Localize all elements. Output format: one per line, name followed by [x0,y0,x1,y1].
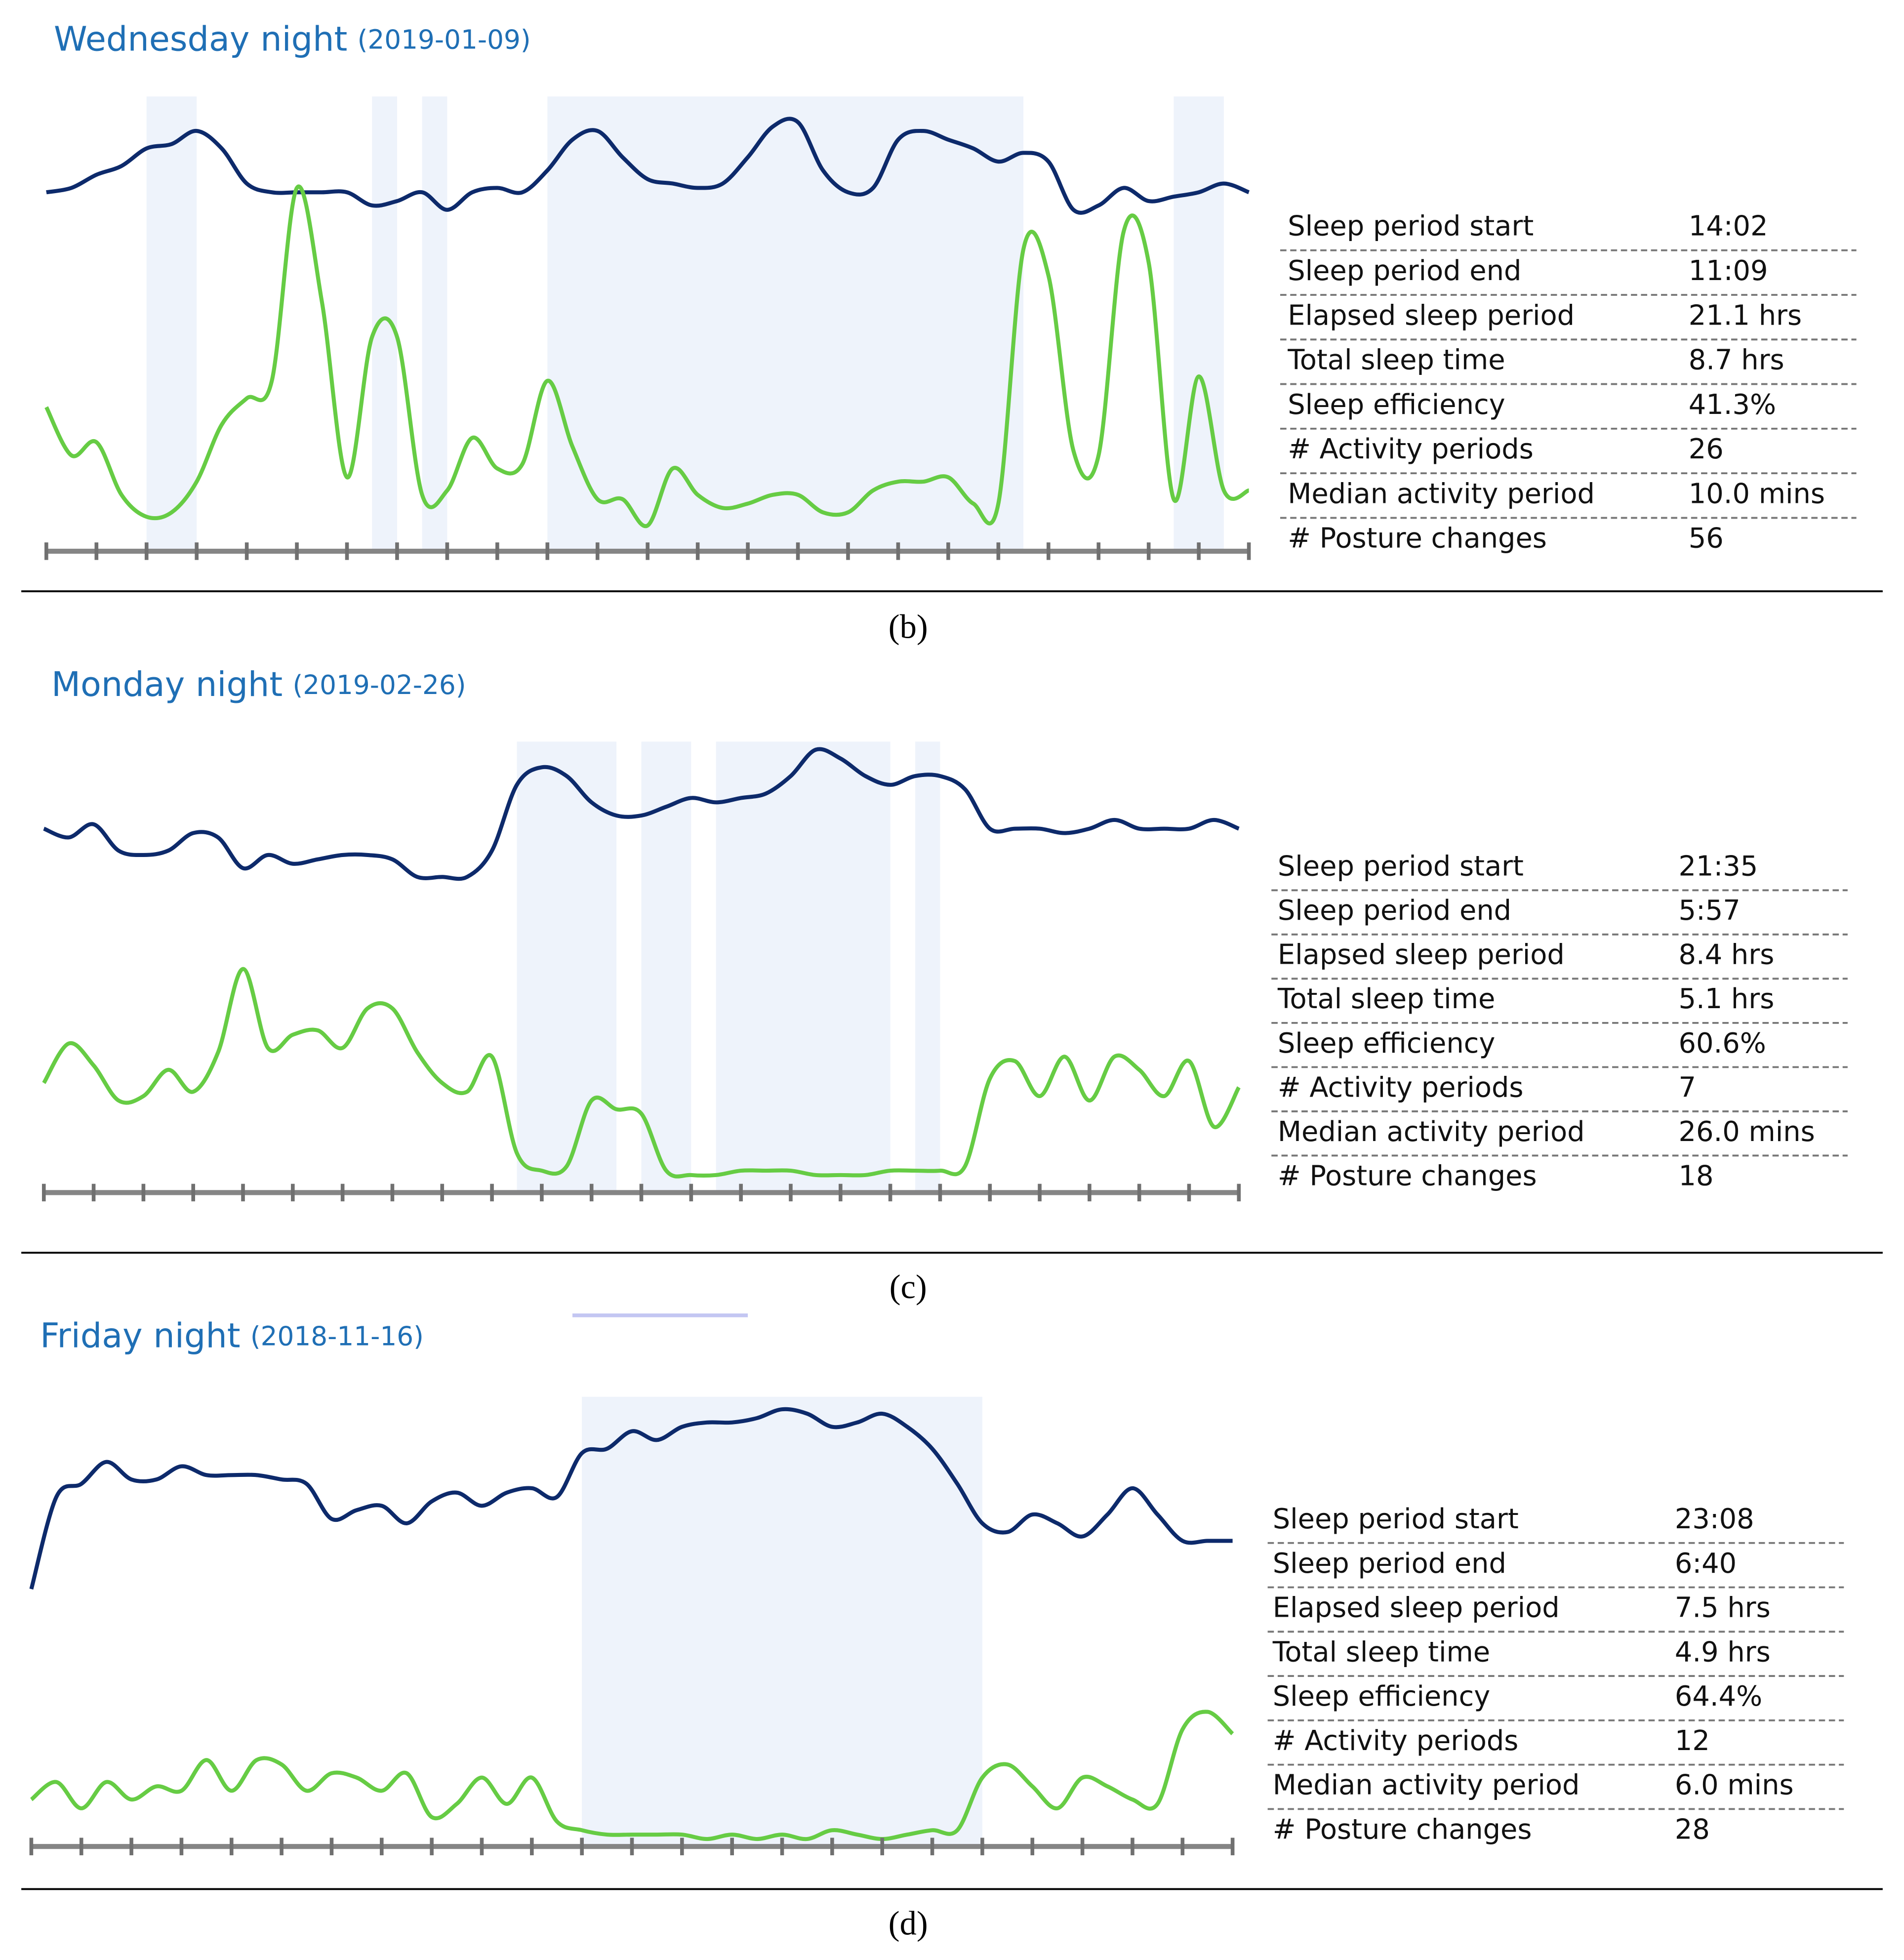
title-text: Monday night [51,664,283,704]
panel-title: Monday night (2019-02-26) [51,664,466,704]
stat-value: 41.3% [1689,389,1776,421]
sleep-period [915,741,940,1193]
series-line [42,967,1241,1179]
stat-value: 28 [1675,1813,1710,1845]
stat-value: 12 [1675,1725,1710,1757]
stat-label: Elapsed sleep period [1278,939,1565,971]
title-text: Wednesday night [54,19,347,59]
stat-label: Median activity period [1278,1116,1585,1148]
stat-label: # Posture changes [1273,1813,1532,1845]
stat-value: 5.1 hrs [1678,983,1774,1015]
stat-value: 6.0 mins [1675,1769,1794,1801]
stat-value: 5:57 [1678,895,1740,927]
stat-value: 14:02 [1689,210,1768,243]
sleep-period [582,1396,982,1847]
series-line [44,184,1250,529]
stat-label: # Activity periods [1273,1725,1519,1757]
panel-caption: (d) [889,1904,928,1942]
stat-label: Sleep period start [1273,1503,1519,1535]
stat-label: Sleep efficiency [1278,1027,1495,1060]
stat-label: Sleep efficiency [1288,389,1505,421]
sleep-period [422,96,447,551]
stat-value: 6:40 [1675,1548,1737,1580]
stat-label: Sleep period start [1278,851,1524,883]
stat-label: Elapsed sleep period [1273,1592,1560,1624]
panel-title: Friday night (2018-11-16) [40,1316,424,1355]
stat-value: 21:35 [1678,851,1758,883]
sleep-period [146,96,197,551]
stat-value: 7.5 hrs [1675,1592,1771,1624]
stat-value: 26 [1689,433,1724,465]
series-line [29,1407,1233,1590]
series-line [43,747,1240,881]
stat-label: # Posture changes [1288,523,1547,555]
stat-label: Median activity period [1288,478,1595,510]
stat-value: 8.4 hrs [1678,939,1774,971]
stat-value: 60.6% [1678,1027,1766,1060]
panel-title: Wednesday night (2019-01-09) [54,19,531,59]
stat-value: 7 [1678,1071,1696,1103]
stat-value: 4.9 hrs [1675,1636,1771,1668]
stat-label: # Activity periods [1278,1071,1524,1103]
panel-caption: (c) [890,1268,927,1306]
stat-value: 8.7 hrs [1689,344,1784,376]
series-line [30,1710,1234,1841]
title-date: (2019-02-26) [292,669,466,700]
stat-label: # Activity periods [1288,433,1534,465]
title-date: (2018-11-16) [250,1321,424,1351]
stat-label: Sleep efficiency [1273,1680,1490,1713]
title-text: Friday night [40,1316,240,1355]
stat-value: 18 [1678,1160,1713,1192]
stat-value: 26.0 mins [1678,1116,1815,1148]
stat-label: Sleep period end [1273,1548,1506,1580]
stat-label: # Posture changes [1278,1160,1537,1192]
stat-label: Elapsed sleep period [1288,299,1575,331]
sleep-period [547,96,1024,551]
stat-label: Median activity period [1273,1769,1580,1801]
stat-value: 64.4% [1675,1680,1762,1713]
stat-label: Total sleep time [1272,1636,1490,1668]
series-line [46,117,1250,215]
stat-value: 10.0 mins [1689,478,1825,510]
sleep-period [716,741,891,1193]
stat-label: Total sleep time [1287,344,1505,376]
stat-label: Sleep period end [1288,255,1521,287]
stat-label: Sleep period start [1288,210,1534,243]
sleep-period [517,741,617,1193]
stat-value: 23:08 [1675,1503,1754,1535]
stat-label: Total sleep time [1277,983,1495,1015]
stat-value: 56 [1689,523,1724,555]
sleep-period [641,741,691,1193]
stat-value: 21.1 hrs [1689,299,1802,331]
panel-caption: (b) [889,608,928,645]
stat-label: Sleep period end [1278,895,1511,927]
title-date: (2019-01-09) [358,24,531,55]
stat-value: 11:09 [1689,255,1768,287]
